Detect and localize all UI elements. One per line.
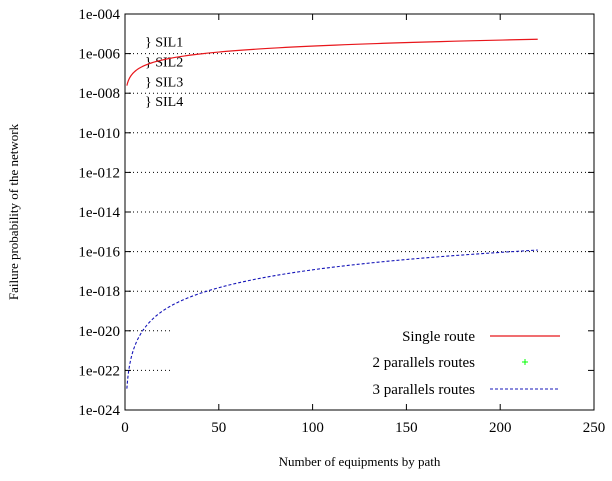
x-axis-title: Number of equipments by path (279, 454, 441, 469)
sil-annotation: } SIL3 (145, 75, 183, 90)
y-tick-label: 1e-010 (78, 126, 120, 142)
y-tick-label: 1e-014 (78, 205, 120, 221)
y-tick-label: 1e-024 (78, 403, 120, 419)
legend-label: 3 parallels routes (373, 382, 476, 398)
legend-label: 2 parallels routes (373, 355, 476, 371)
legend-swatch-2-parallel-routes (522, 359, 528, 365)
x-tick-label: 200 (489, 420, 512, 436)
y-tick-label: 1e-018 (78, 284, 120, 300)
series-line-single-route (126, 38, 538, 86)
y-tick-label: 1e-020 (78, 324, 120, 340)
y-tick-label: 1e-022 (78, 363, 120, 379)
y-tick-label: 1e-012 (78, 165, 120, 181)
sil-annotation: } SIL2 (145, 55, 183, 70)
x-tick-label: 100 (301, 420, 324, 436)
legend-label: Single route (402, 329, 475, 345)
y-tick-label: 1e-006 (78, 47, 120, 63)
y-tick-label: 1e-004 (78, 7, 120, 23)
y-axis-title: Failure probability of the network (6, 123, 21, 300)
x-tick-label: 250 (583, 420, 606, 436)
sil-annotation: } SIL4 (145, 95, 183, 110)
y-tick-label: 1e-016 (78, 245, 120, 261)
y-tick-label: 1e-008 (78, 86, 120, 102)
series-line-3-parallel-routes (126, 249, 538, 389)
plot-frame (124, 13, 595, 411)
x-tick-label: 0 (121, 420, 129, 436)
x-tick-label: 50 (211, 420, 226, 436)
sil-annotation: } SIL1 (145, 36, 183, 51)
x-tick-label: 150 (395, 420, 418, 436)
